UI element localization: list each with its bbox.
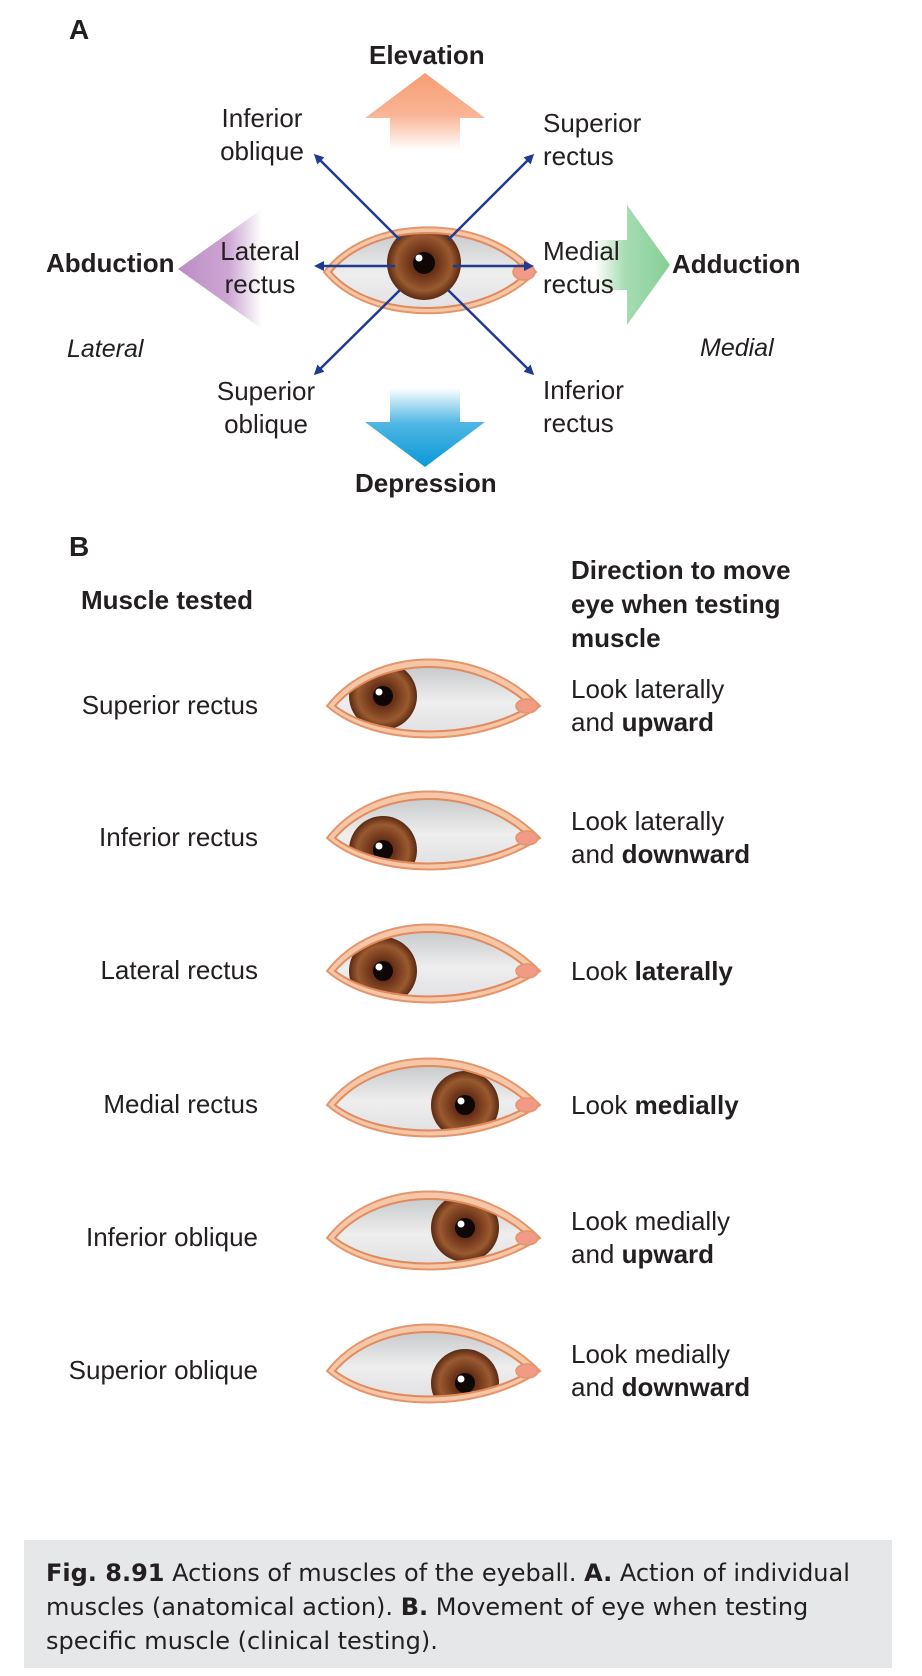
test-eye-medial [325,1057,542,1138]
test-direction: Look medially and upward [571,1206,730,1269]
adduction-label: Adduction [672,249,801,279]
muscle-name: Superior rectus [81,690,258,720]
test-eye-medial-down [325,1323,542,1404]
inferior-rectus-label: Inferior rectus [543,375,624,438]
figure-caption: Fig. 8.91 Actions of muscles of the eyeb… [46,1559,850,1655]
test-direction: Look medially [571,1090,739,1120]
pupil [373,686,393,706]
abduction-arrow [178,209,262,329]
test-direction: Look laterally and downward [571,806,751,869]
test-eye-medial-up [325,1190,542,1271]
test-direction: Look medially and downward [571,1339,751,1402]
muscle-tested-header: Muscle tested [81,585,253,615]
superior-oblique-label: Superior oblique [216,376,316,439]
pupil [455,1373,475,1393]
panel-a-label: A [69,14,90,45]
test-direction: Look laterally and upward [571,674,725,737]
test-eye-lateral-up [325,658,542,739]
muscle-name: Inferior oblique [86,1222,258,1252]
superior-rectus-label: Superior rectus [543,108,642,171]
inferior-oblique-label: Inferior oblique [220,103,304,166]
muscle-action-arrows [313,153,535,376]
elevation-arrow [365,73,485,150]
caption-box: Fig. 8.91 Actions of muscles of the eyeb… [24,1540,892,1668]
lateral-rectus-label: Lateral rectus [220,236,300,299]
pupil [373,961,393,981]
abduction-label: Abduction [46,248,175,278]
figure-number: Fig. 8.91 [46,1559,165,1587]
superior-oblique-arrow [313,289,401,376]
superior-rectus-arrow [447,153,535,241]
pupil [455,1218,475,1238]
muscle-name: Medial rectus [103,1089,258,1119]
muscle-name: Lateral rectus [100,955,258,985]
direction-header: Direction to move eye when testing muscl… [571,555,791,653]
inferior-oblique-arrow [313,153,401,241]
eye-front-view [322,226,538,315]
test-eye-lateral-down [325,790,542,871]
medial-side-label: Medial [700,334,774,362]
test-eye-lateral [325,923,542,1004]
panel-b-label: B [69,531,90,562]
lateral-side-label: Lateral [67,335,144,363]
muscle-name: Inferior rectus [99,822,258,852]
depression-arrow [365,388,485,467]
inferior-rectus-arrow [447,289,535,376]
elevation-label: Elevation [369,40,485,70]
muscle-name: Superior oblique [68,1355,258,1385]
adduction-arrow [595,205,670,325]
depression-label: Depression [355,468,497,498]
test-direction: Look laterally [571,956,733,986]
panel-b-eyes [325,658,542,1404]
medial-rectus-label: Medial rectus [543,236,620,299]
pupil [455,1095,475,1115]
